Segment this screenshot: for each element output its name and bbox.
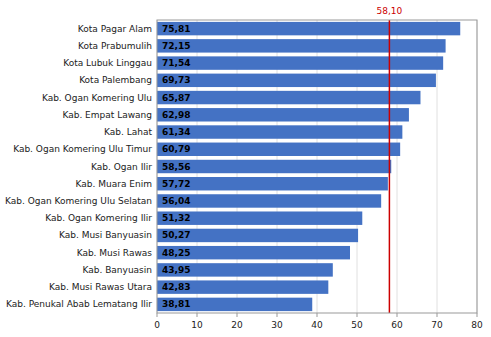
bar — [157, 280, 328, 293]
data-label: 48,25 — [162, 248, 190, 258]
category-label: Kab. Ogan Komering Ulu — [42, 93, 152, 103]
tick-label: 50 — [351, 320, 363, 330]
category-label: Kab. Penukal Abab Lematang Ilir — [6, 299, 152, 309]
tick-label: 80 — [471, 320, 483, 330]
bar — [157, 229, 358, 242]
grid — [157, 20, 477, 313]
bar — [157, 22, 460, 35]
category-label: Kab. Musi Banyuasin — [59, 230, 152, 240]
tick-label: 30 — [271, 320, 283, 330]
data-labels: 75,81 72,15 71,54 69,73 65,87 62,98 61,34 60,79… — [162, 24, 190, 310]
data-label: 51,32 — [162, 213, 190, 223]
tick-mark — [317, 313, 318, 317]
category-label: Kab. Lahat — [104, 127, 152, 137]
data-label: 43,95 — [162, 265, 190, 275]
category-label: Kota Pagar Alam — [78, 24, 152, 34]
category-label: Kab. Banyuasin — [82, 265, 152, 275]
bar — [157, 108, 409, 121]
tick-mark — [477, 313, 478, 317]
tick-mark — [357, 313, 358, 317]
data-label: 50,27 — [162, 230, 190, 240]
tick-mark — [277, 313, 278, 317]
tick-label: 20 — [231, 320, 243, 330]
plot-frame — [157, 20, 477, 313]
reference-label: 58,10 — [377, 6, 403, 16]
category-label: Kab. Ogan Komering Ulu Selatan — [5, 196, 152, 206]
bar — [157, 246, 350, 259]
data-label: 72,15 — [162, 41, 190, 51]
bar — [157, 177, 388, 190]
bar — [157, 91, 420, 104]
tick-mark — [157, 313, 158, 317]
tick-mark — [437, 313, 438, 317]
bar — [157, 39, 446, 52]
tick-mark — [197, 313, 198, 317]
category-label: Kab. Musi Rawas — [77, 248, 153, 258]
bar — [157, 143, 400, 156]
reference-line — [389, 20, 391, 313]
tick-label: 0 — [154, 320, 160, 330]
tick-mark — [237, 313, 238, 317]
category-label: Kab. Empat Lawang — [62, 110, 152, 120]
y-axis: Kota Pagar Alam Kota Prabumulih Kota Lubuk… — [5, 24, 152, 310]
data-label: 65,87 — [162, 93, 190, 103]
data-label: 75,81 — [162, 24, 190, 34]
data-label: 61,34 — [162, 127, 190, 137]
category-label: Kab. Ogan Komering Ilir — [45, 213, 152, 223]
bar — [157, 298, 312, 311]
bar — [157, 56, 443, 69]
tick-label: 70 — [431, 320, 443, 330]
data-label: 57,72 — [162, 179, 190, 189]
data-label: 58,56 — [162, 162, 190, 172]
bar — [157, 211, 362, 224]
category-label: Kota Prabumulih — [78, 41, 152, 51]
chart: 58,10 75,81 72,15 71,54 69,73 65,87 62,98 61,34… — [0, 0, 491, 337]
tick-mark — [397, 313, 398, 317]
x-axis: 0 10 20 30 40 50 60 70 80 — [154, 313, 483, 330]
data-label: 71,54 — [162, 58, 190, 68]
category-label: Kab. Ogan Komering Ulu Timur — [13, 144, 152, 154]
tick-label: 60 — [391, 320, 403, 330]
category-label: Kota Lubuk Linggau — [63, 58, 152, 68]
category-label: Kab. Muara Enim — [76, 179, 152, 189]
data-label: 69,73 — [162, 75, 190, 85]
bar — [157, 74, 436, 87]
data-label: 60,79 — [162, 144, 190, 154]
bar — [157, 194, 381, 207]
category-label: Kab. Ogan Ilir — [91, 162, 152, 172]
bar — [157, 160, 391, 173]
category-label: Kota Palembang — [79, 75, 152, 85]
data-label: 62,98 — [162, 110, 190, 120]
reference-line-group — [389, 20, 390, 313]
tick-label: 10 — [191, 320, 203, 330]
category-label: Kab. Musi Rawas Utara — [49, 282, 152, 292]
bar — [157, 263, 333, 276]
bar — [157, 125, 402, 138]
bars — [157, 22, 460, 311]
data-label: 56,04 — [162, 196, 190, 206]
tick-label: 40 — [311, 320, 323, 330]
data-label: 42,83 — [162, 282, 190, 292]
data-label: 38,81 — [162, 299, 190, 309]
